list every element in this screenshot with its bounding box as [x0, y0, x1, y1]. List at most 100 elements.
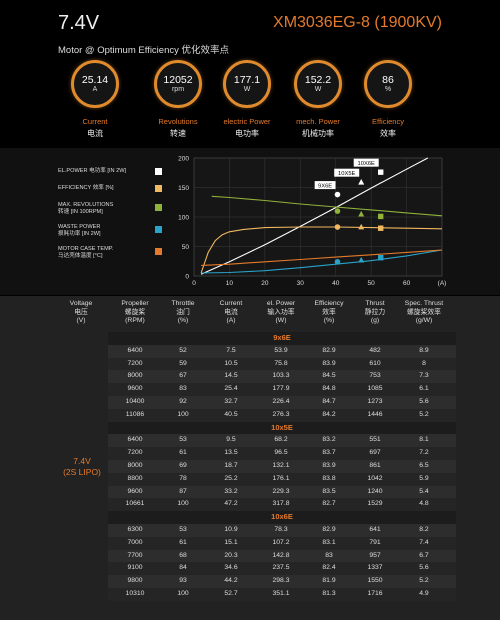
table-cell: 82.9 [322, 526, 336, 533]
table-cell: 34.6 [224, 564, 238, 572]
metric-label-en: Efficiency [372, 117, 404, 126]
table-header: Current 电流 (A) [201, 300, 261, 326]
header-text: 电压 [74, 308, 88, 316]
table-cell: 75.8 [274, 359, 288, 367]
metric-value: 86 [382, 73, 394, 86]
metric-value: 152.2 [304, 73, 332, 86]
table-cell: 6.7 [419, 551, 429, 559]
table-cell: 7.3 [419, 372, 429, 380]
table-cell: 317.8 [272, 500, 290, 508]
table-cell: 103.3 [272, 372, 290, 380]
header-text: Propeller [121, 300, 149, 307]
legend-label: EL.POWER 电功率 [IN 2W] [58, 168, 127, 174]
table-cell: 82.9 [322, 346, 336, 354]
propeller-group-header: 10x5E [108, 421, 456, 435]
header-text: 静拉力 [364, 308, 386, 316]
header-text: Efficiency [314, 300, 344, 307]
table-cell: 83.2 [322, 436, 336, 444]
table-cell: 11086 [125, 410, 145, 418]
table-cell: 7000 [127, 538, 143, 546]
y-tick-label: 100 [178, 215, 189, 222]
propeller-group-header: 9x6E [108, 332, 456, 345]
performance-chart: 0 50 100 150 200 0 10 20 30 40 50 60 (A) 9X6E 10X5E10X… [178, 156, 446, 288]
table-row: 6400 52 7.5 53.9 82.9 482 8.9 [108, 344, 456, 358]
metric-unit: rpm [171, 85, 185, 93]
legend-label: EFFICIENCY 效率 [%] [58, 185, 114, 191]
legend-swatch [155, 226, 162, 233]
table-cell: 351.1 [272, 590, 290, 597]
voltage-value: 7.4V [73, 456, 91, 466]
table-cell: 237.5 [272, 564, 290, 572]
header-text: (RPM) [125, 317, 145, 324]
series-line [200, 226, 443, 274]
propeller-group-header: 10x6E [108, 511, 456, 524]
table-cell: 84.8 [322, 385, 336, 393]
metric-ring: 152.2 W [294, 60, 342, 108]
header-text: 输入功率 [267, 308, 295, 316]
table-cell: 68 [179, 551, 187, 559]
table-cell: 69 [179, 462, 187, 469]
x-tick-label: 0 [192, 280, 196, 287]
metric-current: 25.14 A Current 电流 [60, 60, 130, 139]
table-cell: 83.7 [322, 449, 336, 457]
table-cell: 10310 [125, 590, 145, 597]
table-cell: 1529 [367, 500, 383, 508]
marker-triangle [358, 256, 365, 263]
table-cell: 551 [369, 436, 381, 444]
table-cell: 177.9 [272, 385, 290, 393]
legend-swatch [155, 185, 162, 192]
series-line [211, 195, 443, 217]
series-line [200, 157, 429, 275]
header-text: el. Power [266, 300, 296, 307]
table-cell: 83.9 [322, 359, 336, 367]
table-cell: 10.9 [224, 526, 238, 533]
table-cell: 82.4 [322, 564, 336, 572]
table-row: 6300 53 10.9 78.3 82.9 641 8.2 [108, 524, 456, 537]
table-row: 7200 61 13.5 96.5 83.7 697 7.2 [108, 447, 456, 460]
table-row: 11086 100 40.5 276.3 84.2 1446 5.2 [108, 408, 456, 422]
metric-ring: 25.14 A [71, 60, 119, 108]
marker-triangle [358, 223, 365, 230]
legend-item: MOTOR CASE TEMP. 马达壳体温度 [°C] [58, 246, 168, 260]
legend-item: MAX. REVOLUTIONS 转速 [IN 100RPM] [58, 202, 168, 216]
table-header: Voltage 电压 (V) [51, 300, 111, 326]
metric-unit: W [243, 85, 251, 93]
table-cell: 59 [179, 359, 187, 367]
table-cell: 40.5 [224, 410, 238, 418]
table-row: 8000 67 14.5 103.3 84.5 753 7.3 [108, 370, 456, 384]
marker-label-bg [314, 181, 336, 190]
x-tick-label: 60 [403, 280, 411, 287]
table-header: Propeller 螺旋桨 (RPM) [105, 300, 165, 326]
table-cell: 5.4 [419, 487, 429, 495]
header-text: (g) [370, 317, 380, 324]
table-cell: 10400 [125, 398, 145, 405]
table-row: 10400 92 32.7 226.4 84.7 1273 5.6 [108, 396, 456, 409]
table-cell: 5.2 [419, 410, 429, 418]
table-cell: 4.8 [419, 500, 429, 508]
table-cell: 92 [179, 398, 187, 405]
header-text: 螺旋桨效率 [407, 308, 441, 316]
table-cell: 44.2 [224, 577, 238, 585]
table-cell: 9.5 [226, 436, 236, 444]
table-cell: 6300 [127, 526, 143, 533]
table-row: 6400 53 9.5 68.2 83.2 551 8.1 [108, 434, 456, 448]
marker-label: 9X6E [318, 183, 332, 189]
table-cell: 83.8 [322, 474, 336, 482]
table-cell: 5.6 [419, 564, 429, 572]
marker-triangle [358, 178, 365, 185]
table-cell: 53.9 [274, 346, 288, 354]
metric-value: 177.1 [233, 73, 261, 86]
legend-swatch [155, 168, 162, 175]
table-row: 9800 93 44.2 298.3 81.9 1550 5.2 [108, 575, 456, 588]
table-header: el. Power 输入功率 (W) [251, 300, 311, 326]
table-cell: 1085 [367, 385, 383, 393]
table-cell: 107.2 [272, 538, 290, 546]
table-cell: 78.3 [274, 526, 288, 533]
table-row: 7000 61 15.1 107.2 83.1 791 7.4 [108, 536, 456, 550]
legend-item: WASTE POWER 损耗功率 [IN 2W] [58, 224, 168, 238]
table-cell: 25.2 [224, 474, 238, 482]
table-cell: 83 [179, 385, 187, 393]
table-cell: 83.5 [322, 487, 336, 495]
